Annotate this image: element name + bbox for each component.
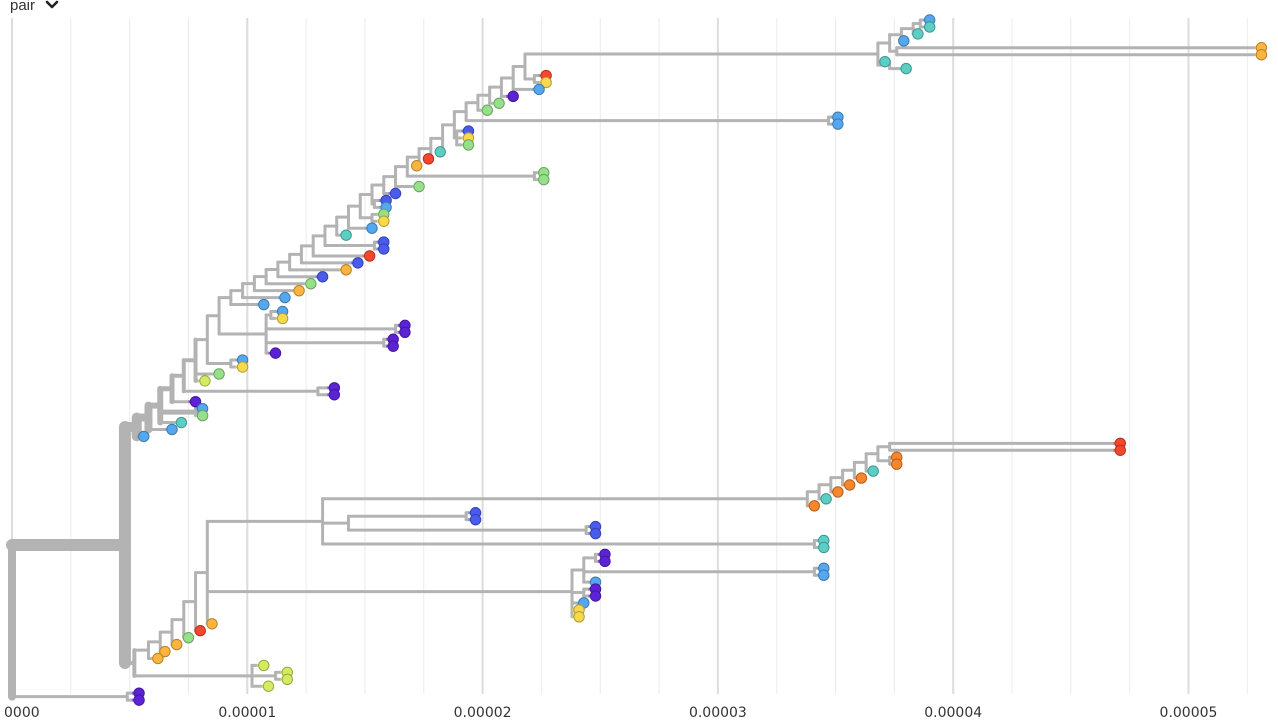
- tree-tip[interactable]: [389, 187, 402, 200]
- tree-tip[interactable]: [533, 83, 545, 96]
- tree-tip[interactable]: [493, 97, 505, 109]
- tree-tip[interactable]: [152, 652, 164, 665]
- tree-tip[interactable]: [352, 257, 364, 269]
- tree-tip[interactable]: [387, 340, 399, 352]
- axis-tick-label: 0.00003: [689, 705, 747, 721]
- tree-tips: [133, 14, 1268, 706]
- tree-tip[interactable]: [236, 361, 249, 373]
- chevron-down-icon: [45, 0, 59, 9]
- axis-tick-label: 0.00005: [1160, 705, 1218, 721]
- x-axis: 0000 0.00001 0.00002 0.00003 0.00004 0.00005: [4, 705, 1217, 721]
- tree-tip[interactable]: [363, 250, 376, 262]
- tree-tip[interactable]: [166, 423, 178, 436]
- tree-tip[interactable]: [900, 62, 912, 75]
- tree-tip[interactable]: [1255, 49, 1268, 61]
- tree-tip[interactable]: [820, 493, 832, 505]
- tree-tip[interactable]: [133, 694, 145, 706]
- tree-tip[interactable]: [196, 409, 209, 422]
- tree-tip[interactable]: [262, 680, 275, 692]
- axis-tick-label: 0.00002: [454, 705, 512, 721]
- tree-tip[interactable]: [843, 479, 856, 491]
- tree-tip[interactable]: [832, 486, 844, 498]
- axis-tick-label: 0.00004: [924, 705, 982, 721]
- tree-tip[interactable]: [182, 631, 195, 644]
- tree-tip[interactable]: [378, 215, 390, 227]
- tree-tip[interactable]: [855, 472, 868, 484]
- tree-tip[interactable]: [305, 278, 317, 290]
- tree-tip[interactable]: [269, 347, 282, 359]
- tree-tip[interactable]: [258, 298, 270, 311]
- tree-tip[interactable]: [159, 645, 171, 658]
- color-by-dropdown[interactable]: pair: [10, 0, 59, 16]
- tree-tip[interactable]: [175, 416, 188, 429]
- tree-tip[interactable]: [171, 638, 183, 651]
- tree-tip[interactable]: [434, 146, 446, 158]
- tree-tip[interactable]: [411, 160, 423, 172]
- tree-tip[interactable]: [279, 291, 291, 304]
- tree-tip[interactable]: [540, 76, 552, 89]
- tree-tip[interactable]: [462, 139, 475, 151]
- tree-tip[interactable]: [378, 243, 390, 255]
- tree-tip[interactable]: [599, 555, 611, 568]
- tree-tip[interactable]: [589, 527, 602, 540]
- tree-tip[interactable]: [589, 590, 602, 602]
- tree-tip[interactable]: [316, 271, 329, 283]
- tree-tip[interactable]: [879, 55, 891, 68]
- axis-tick-label: 0000: [4, 705, 40, 721]
- tree-tip[interactable]: [422, 153, 435, 165]
- tree-tip[interactable]: [328, 389, 341, 401]
- tree-tip[interactable]: [808, 500, 821, 512]
- tree-tip[interactable]: [891, 458, 903, 470]
- tree-tip[interactable]: [573, 611, 585, 623]
- tree-tip[interactable]: [818, 541, 830, 554]
- tree-tip[interactable]: [469, 513, 482, 526]
- tree-tip[interactable]: [293, 284, 305, 297]
- tree-tip[interactable]: [898, 35, 910, 47]
- tree-tip[interactable]: [818, 569, 830, 581]
- tree-tip[interactable]: [538, 173, 550, 186]
- tree-tip[interactable]: [366, 222, 378, 234]
- tree-tip[interactable]: [1114, 444, 1126, 456]
- tree-tip[interactable]: [832, 118, 844, 130]
- color-by-label: pair: [10, 0, 36, 14]
- tree-tip[interactable]: [340, 264, 352, 276]
- axis-tick-label: 0.00001: [218, 705, 276, 721]
- tree-tip[interactable]: [481, 104, 494, 116]
- tree-tip[interactable]: [276, 312, 289, 325]
- tree-tip[interactable]: [399, 326, 411, 338]
- tree-tip[interactable]: [206, 618, 218, 630]
- tree-tip[interactable]: [258, 659, 270, 672]
- tree-tip[interactable]: [912, 28, 924, 40]
- tree-branches: [6, 18, 1262, 702]
- tree-tip[interactable]: [213, 368, 225, 380]
- tree-tip[interactable]: [138, 430, 150, 443]
- tree-tip[interactable]: [340, 229, 352, 241]
- tree-tip[interactable]: [507, 90, 519, 103]
- tree-tip[interactable]: [199, 375, 211, 387]
- tree-tip[interactable]: [867, 465, 879, 477]
- tree-tip[interactable]: [194, 625, 206, 637]
- tree-tip[interactable]: [413, 180, 425, 193]
- tree-tip[interactable]: [281, 673, 294, 685]
- tree-tip[interactable]: [923, 21, 936, 33]
- tree-tip[interactable]: [189, 396, 202, 408]
